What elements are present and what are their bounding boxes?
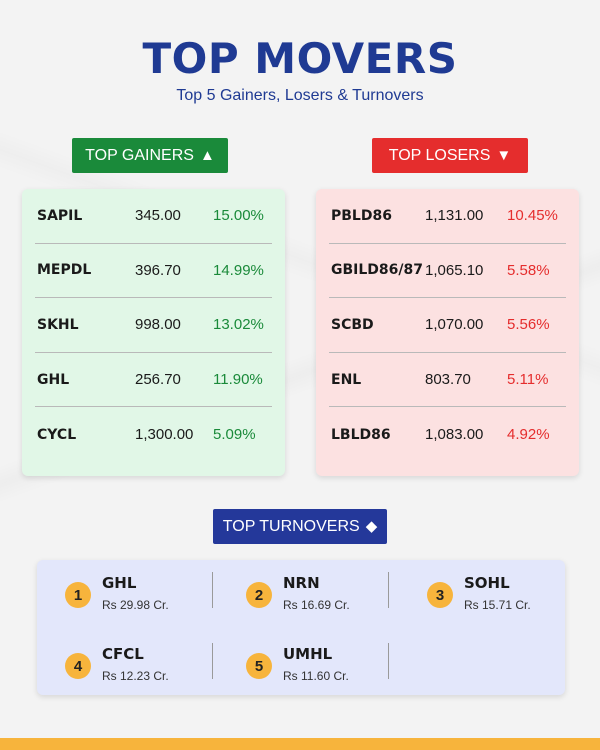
triangle-up-icon: ▲ bbox=[199, 147, 215, 164]
price: 256.70 bbox=[135, 371, 181, 389]
symbol: GHL bbox=[37, 371, 70, 388]
top-gainers-label: TOP GAINERS bbox=[85, 146, 194, 164]
table-row: SKHL 998.00 13.02% bbox=[35, 298, 272, 353]
table-row: LBLD86 1,083.00 4.92% bbox=[329, 407, 566, 462]
symbol: NRN bbox=[283, 574, 320, 592]
table-row: MEPDL 396.70 14.99% bbox=[35, 244, 272, 299]
price: 1,131.00 bbox=[425, 207, 484, 225]
symbol: CFCL bbox=[102, 645, 144, 663]
symbol: SCBD bbox=[331, 316, 374, 333]
price: 1,065.10 bbox=[425, 261, 484, 279]
symbol: SKHL bbox=[37, 316, 79, 333]
page-subtitle: Top 5 Gainers, Losers & Turnovers bbox=[176, 87, 424, 104]
top-losers-heading: TOP LOSERS ▼ bbox=[372, 138, 528, 173]
turnover-item: 1 GHL Rs 29.98 Cr. bbox=[65, 572, 225, 622]
table-row: GBILD86/87 1,065.10 5.58% bbox=[329, 244, 566, 299]
divider bbox=[388, 572, 389, 608]
rank-badge: 1 bbox=[65, 582, 91, 608]
top-turnovers-heading: TOP TURNOVERS ◆ bbox=[213, 509, 387, 544]
price: 803.70 bbox=[425, 371, 471, 389]
price: 998.00 bbox=[135, 316, 181, 334]
table-row: PBLD86 1,131.00 10.45% bbox=[329, 189, 566, 244]
top-losers-label: TOP LOSERS bbox=[388, 146, 491, 164]
change-percent: 11.90% bbox=[213, 371, 263, 389]
symbol: PBLD86 bbox=[331, 207, 392, 224]
bottom-accent-bar bbox=[0, 738, 600, 750]
symbol: GHL bbox=[102, 574, 137, 592]
rank-badge: 4 bbox=[65, 653, 91, 679]
turnover-item: 2 NRN Rs 16.69 Cr. bbox=[246, 572, 406, 622]
table-row: SAPIL 345.00 15.00% bbox=[35, 189, 272, 244]
table-row: SCBD 1,070.00 5.56% bbox=[329, 298, 566, 353]
price: 396.70 bbox=[135, 261, 181, 279]
change-percent: 5.11% bbox=[507, 371, 549, 389]
turnover-value: Rs 11.60 Cr. bbox=[283, 669, 349, 683]
change-percent: 14.99% bbox=[213, 261, 264, 279]
top-turnovers-label: TOP TURNOVERS bbox=[222, 517, 360, 535]
price: 345.00 bbox=[135, 207, 181, 225]
symbol: ENL bbox=[331, 371, 362, 388]
gainers-table: SAPIL 345.00 15.00% MEPDL 396.70 14.99% … bbox=[22, 189, 285, 476]
turnovers-panel: 1 GHL Rs 29.98 Cr. 2 NRN Rs 16.69 Cr. 3 … bbox=[37, 560, 565, 695]
turnover-value: Rs 29.98 Cr. bbox=[102, 598, 169, 612]
triangle-down-icon: ▼ bbox=[496, 147, 512, 164]
rank-badge: 2 bbox=[246, 582, 272, 608]
price: 1,300.00 bbox=[135, 426, 194, 444]
turnover-item: 4 CFCL Rs 12.23 Cr. bbox=[65, 643, 225, 693]
page-title: TOP MOVERS bbox=[142, 34, 458, 83]
change-percent: 5.56% bbox=[507, 316, 550, 334]
symbol: UMHL bbox=[283, 645, 333, 663]
symbol: CYCL bbox=[37, 426, 77, 443]
turnover-item: 5 UMHL Rs 11.60 Cr. bbox=[246, 643, 406, 693]
table-row: CYCL 1,300.00 5.09% bbox=[35, 407, 272, 462]
change-percent: 5.58% bbox=[507, 261, 550, 279]
turnover-value: Rs 16.69 Cr. bbox=[283, 598, 350, 612]
change-percent: 10.45% bbox=[507, 207, 558, 225]
turnover-value: Rs 15.71 Cr. bbox=[464, 598, 531, 612]
turnover-value: Rs 12.23 Cr. bbox=[102, 669, 169, 683]
change-percent: 13.02% bbox=[213, 316, 264, 334]
top-gainers-heading: TOP GAINERS ▲ bbox=[72, 138, 228, 173]
divider bbox=[212, 572, 213, 608]
diamond-icon: ◆ bbox=[365, 518, 378, 535]
symbol: SAPIL bbox=[37, 207, 83, 224]
price: 1,070.00 bbox=[425, 316, 484, 334]
change-percent: 15.00% bbox=[213, 207, 264, 225]
turnover-item: 3 SOHL Rs 15.71 Cr. bbox=[427, 572, 587, 622]
rank-badge: 5 bbox=[246, 653, 272, 679]
divider bbox=[212, 643, 213, 679]
symbol: GBILD86/87 bbox=[331, 262, 423, 279]
symbol: LBLD86 bbox=[331, 426, 391, 443]
symbol: SOHL bbox=[464, 574, 510, 592]
divider bbox=[388, 643, 389, 679]
price: 1,083.00 bbox=[425, 426, 484, 444]
losers-table: PBLD86 1,131.00 10.45% GBILD86/87 1,065.… bbox=[316, 189, 579, 476]
rank-badge: 3 bbox=[427, 582, 453, 608]
table-row: ENL 803.70 5.11% bbox=[329, 353, 566, 408]
table-row: GHL 256.70 11.90% bbox=[35, 353, 272, 408]
change-percent: 5.09% bbox=[213, 426, 256, 444]
change-percent: 4.92% bbox=[507, 426, 550, 444]
symbol: MEPDL bbox=[37, 262, 92, 279]
